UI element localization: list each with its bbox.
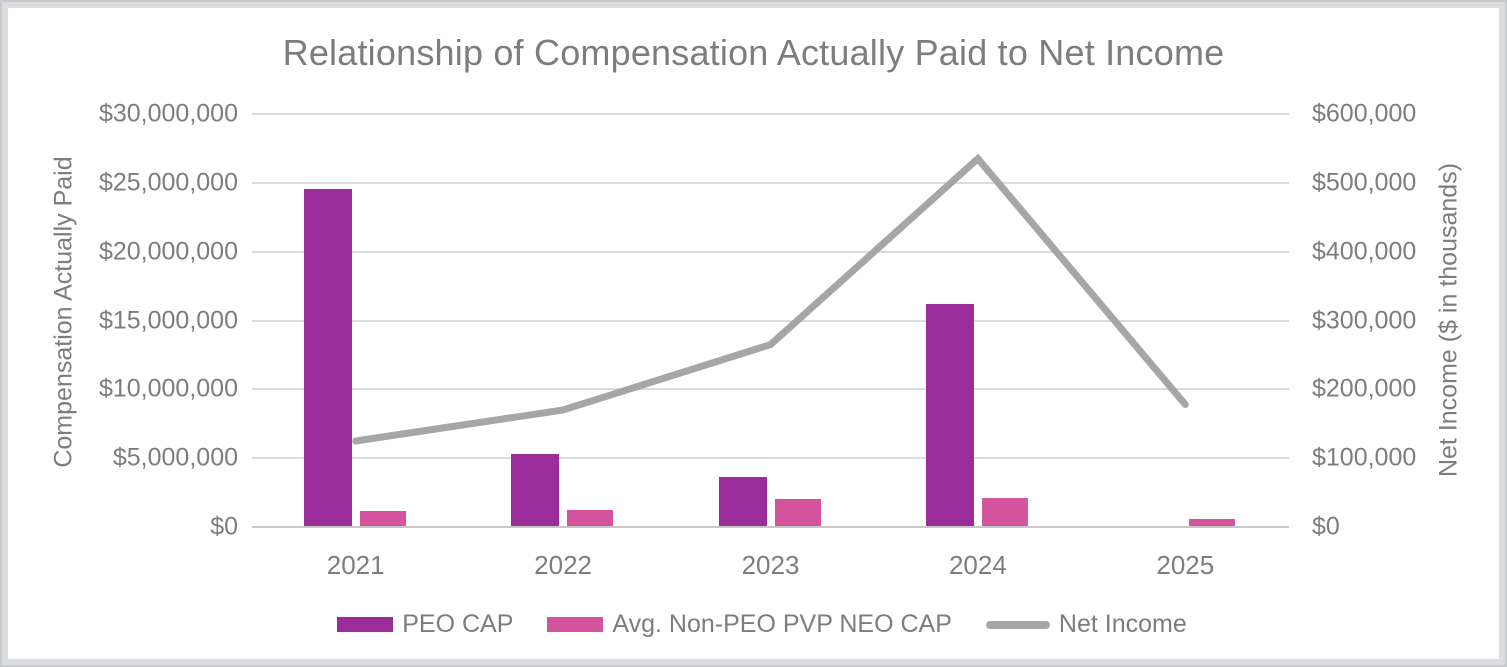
chart-title: Relationship of Compensation Actually Pa…	[282, 32, 1225, 73]
gridline	[252, 457, 1289, 460]
bar-peo-cap	[511, 454, 560, 526]
right-axis-tick: $0	[1312, 512, 1340, 541]
right-axis-title: Net Income ($ in thousands)	[1434, 162, 1463, 478]
x-axis-label-2025: 2025	[1156, 550, 1215, 580]
bar-avg-non-peo-pvp-neo-cap	[567, 510, 614, 526]
left-axis-tick: $10,000,000	[98, 374, 238, 403]
x-axis-label-2023: 2023	[741, 550, 800, 580]
gridline	[252, 250, 1289, 253]
legend-swatch-bar	[337, 617, 394, 632]
gridline	[252, 388, 1289, 391]
plot-area	[252, 113, 1289, 528]
legend-swatch-bar	[547, 617, 604, 632]
gridline	[252, 181, 1289, 184]
bar-avg-non-peo-pvp-neo-cap	[1189, 519, 1236, 526]
net-income-line-path	[352, 153, 1189, 445]
legend-item: Avg. Non-PEO PVP NEO CAP	[547, 610, 952, 639]
x-axis-baseline	[252, 526, 1289, 528]
bar-peo-cap	[303, 188, 352, 526]
legend-label: PEO CAP	[402, 610, 514, 638]
right-axis-tick: $300,000	[1312, 306, 1417, 334]
left-axis-title: Compensation Actually Paid	[49, 156, 78, 468]
left-axis-tick: $15,000,000	[98, 306, 238, 334]
gridline	[252, 113, 1289, 115]
legend-item: PEO CAP	[337, 610, 513, 639]
x-axis-label-2021: 2021	[326, 550, 385, 580]
left-axis-tick: $30,000,000	[98, 99, 238, 128]
right-axis-tick: $100,000	[1312, 443, 1417, 472]
x-axis-label-2022: 2022	[534, 550, 593, 580]
bar-avg-non-peo-pvp-neo-cap	[774, 499, 821, 526]
left-axis-tick: $20,000,000	[98, 237, 238, 266]
bar-peo-cap	[925, 304, 974, 526]
net-income-line	[352, 153, 1189, 445]
legend-item: Net Income	[985, 610, 1187, 639]
legend-label: Net Income	[1058, 610, 1187, 638]
right-axis-tick: $200,000	[1312, 374, 1417, 403]
legend: PEO CAP Avg. Non-PEO PVP NEO CAP Net Incom…	[2, 610, 1507, 639]
bar-peo-cap	[718, 477, 767, 526]
left-axis-tick: $5,000,000	[112, 443, 238, 472]
right-axis-tick: $500,000	[1312, 168, 1417, 197]
legend-swatch-line	[985, 620, 1050, 629]
left-axis-tick: $25,000,000	[98, 168, 238, 197]
bar-avg-non-peo-pvp-neo-cap	[359, 510, 406, 526]
left-axis-tick: $0	[210, 512, 238, 541]
x-axis-label-2024: 2024	[948, 550, 1007, 580]
gridline	[252, 319, 1289, 322]
bar-avg-non-peo-pvp-neo-cap	[981, 497, 1028, 526]
right-axis-tick: $400,000	[1312, 237, 1417, 266]
right-axis-tick: $600,000	[1312, 99, 1417, 128]
legend-label: Avg. Non-PEO PVP NEO CAP	[612, 610, 952, 638]
